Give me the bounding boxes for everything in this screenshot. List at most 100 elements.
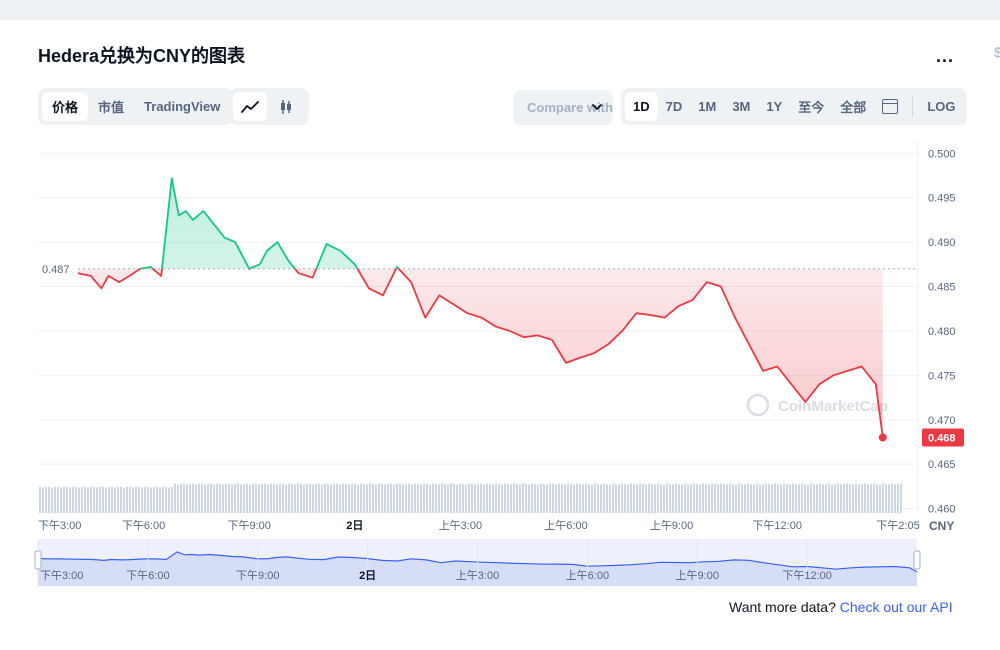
volume-bar <box>768 484 770 513</box>
volume-bar <box>837 483 839 513</box>
x-axis: 下午3:00 下午6:00 下午9:00 2日 上午3:00 上午6:00 上午9:00 下午… <box>38 519 920 532</box>
volume-bar <box>558 483 560 513</box>
volume-bar <box>414 483 416 513</box>
volume-bar <box>162 486 164 513</box>
volume-bar <box>705 483 707 513</box>
range-1m[interactable]: 1M <box>698 99 717 114</box>
volume-bar <box>459 483 461 513</box>
volume-bar <box>603 483 605 513</box>
volume-bar <box>72 487 74 513</box>
volume-bar <box>570 483 572 513</box>
volume-bar <box>576 483 578 513</box>
more-options-button[interactable]: ... <box>936 46 955 66</box>
volume-bar <box>321 484 323 513</box>
volume-bar <box>729 483 731 513</box>
volume-bar <box>522 483 524 513</box>
volume-bar <box>240 484 242 513</box>
api-link[interactable]: Check out our API <box>839 599 953 615</box>
volume-bar <box>420 484 422 513</box>
range-1d[interactable]: 1D <box>625 92 658 121</box>
volume-bar <box>102 486 104 513</box>
volume-bar <box>120 486 122 513</box>
price-chart[interactable]: CoinMarketCap 0.487 0.500 0.495 0.490 0.485… <box>0 0 1000 595</box>
volume-bar <box>45 487 47 513</box>
volume-bar <box>894 484 896 513</box>
chart-style-tabs <box>229 88 309 125</box>
volume-bar <box>51 487 53 513</box>
compare-dropdown[interactable]: Compare with <box>513 90 613 125</box>
volume-bar <box>375 484 377 513</box>
volume-bar <box>138 486 140 513</box>
volume-bar <box>336 483 338 513</box>
volume-bar <box>900 483 902 513</box>
volume-bar <box>411 484 413 513</box>
volume-bar <box>633 483 635 513</box>
volume-bar <box>726 484 728 513</box>
range-3m[interactable]: 3M <box>732 99 751 114</box>
page-title: Hedera兑换为CNY的图表 <box>38 46 246 66</box>
chevron-down-icon <box>592 104 602 110</box>
volume-bar <box>117 487 119 513</box>
volume-bar <box>210 483 212 513</box>
volume-bar <box>600 484 602 513</box>
volume-bar <box>708 484 710 513</box>
navigator-left-handle[interactable] <box>34 550 42 570</box>
volume-bar <box>696 483 698 513</box>
volume-bar <box>588 483 590 513</box>
range-1y[interactable]: 1Y <box>766 99 783 114</box>
range-ytd[interactable]: 至今 <box>798 100 825 115</box>
volume-bar <box>534 483 536 513</box>
volume-bar <box>750 484 752 513</box>
volume-bar <box>189 483 191 513</box>
tab-tradingview[interactable]: TradingView <box>144 99 221 114</box>
range-all[interactable]: 全部 <box>840 100 867 115</box>
volume-bar <box>816 484 818 513</box>
volume-bar <box>216 483 218 513</box>
volume-bar <box>213 484 215 513</box>
volume-bar <box>246 483 248 513</box>
volume-bar <box>75 486 77 513</box>
volume-bar <box>237 483 239 513</box>
volume-bar <box>612 483 614 513</box>
volume-bar <box>810 483 812 513</box>
volume-bar <box>288 483 290 513</box>
volume-bar <box>690 484 692 513</box>
range-navigator[interactable]: 下午3:00 下午6:00 下午9:00 2日 上午3:00 上午6:00 上午9:00 下午… <box>34 539 921 586</box>
line-chart-icon <box>241 100 259 113</box>
volume-bar <box>147 486 149 513</box>
tab-market-cap[interactable]: 市值 <box>98 100 125 115</box>
volume-bar <box>330 484 332 513</box>
volume-bar <box>681 484 683 513</box>
volume-bar <box>222 484 224 513</box>
volume-bar <box>543 483 545 513</box>
volume-bar <box>99 487 101 513</box>
log-toggle[interactable]: LOG <box>927 99 956 114</box>
range-7d[interactable]: 7D <box>665 99 683 114</box>
volume-bar <box>486 483 488 513</box>
volume-bar <box>759 484 761 513</box>
volume-bar <box>876 484 878 513</box>
volume-bar <box>369 483 371 513</box>
volume-bar <box>300 483 302 513</box>
volume-bar <box>390 483 392 513</box>
navigator-right-handle[interactable] <box>913 550 921 570</box>
volume-bar <box>303 484 305 513</box>
volume-bar <box>471 483 473 513</box>
candlestick-icon <box>281 99 291 114</box>
volume-bar <box>675 483 677 513</box>
volume-bar <box>594 483 596 513</box>
volume-bar <box>333 483 335 513</box>
volume-bar <box>489 483 491 513</box>
volume-bar <box>465 484 467 513</box>
line-chart-button[interactable] <box>233 92 267 121</box>
date-range-button[interactable] <box>874 92 906 121</box>
candlestick-button[interactable] <box>267 92 305 121</box>
volume-bar <box>660 483 662 513</box>
volume-bar <box>684 483 686 513</box>
volume-bar <box>345 483 347 513</box>
volume-bar <box>297 483 299 513</box>
volume-bar <box>711 483 713 513</box>
tab-price[interactable]: 价格 <box>42 92 89 121</box>
volume-bar <box>309 483 311 513</box>
volume-bar <box>123 487 125 513</box>
